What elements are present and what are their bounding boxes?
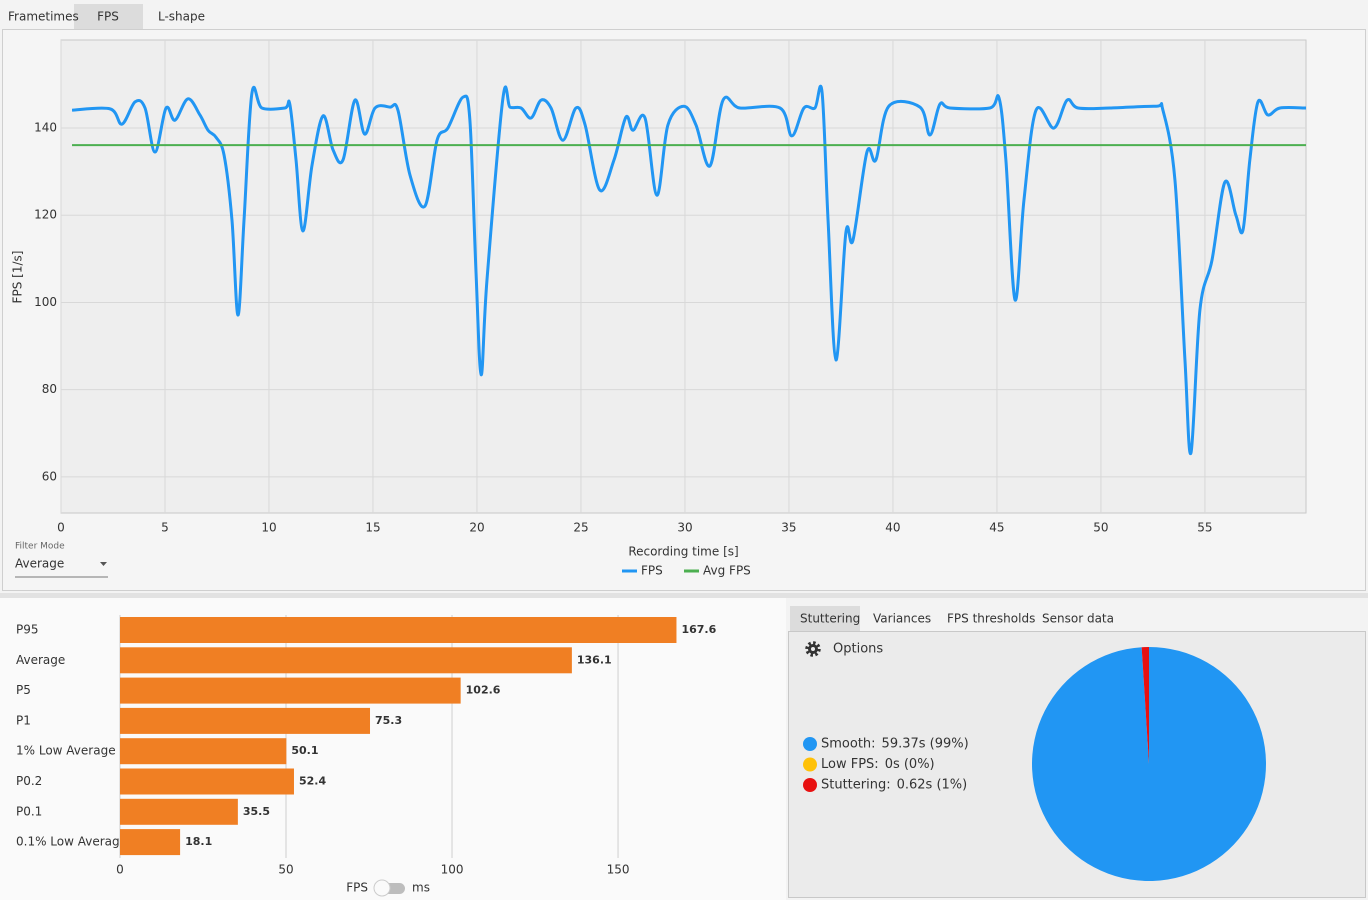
x-tick-label: 30 — [677, 521, 692, 535]
bar — [120, 768, 294, 795]
tab-selected-bg — [790, 606, 860, 631]
tab-selected-bg — [74, 4, 143, 29]
x-tick-label: 5 — [161, 521, 169, 535]
legend-label: FPS — [641, 564, 663, 578]
y-tick-label: 60 — [42, 469, 57, 483]
value-label: 136.1 — [577, 653, 612, 666]
x-tick-label: 50 — [278, 863, 293, 877]
toggle-label: FPS — [346, 881, 368, 895]
x-tick-label: 100 — [441, 863, 464, 877]
x-tick-label: 40 — [885, 521, 900, 535]
legend-label: Avg FPS — [703, 564, 751, 578]
x-tick-label: 0 — [116, 863, 124, 877]
pie-slice — [1141, 647, 1149, 764]
options-button[interactable]: Options — [833, 642, 883, 657]
legend-value: 59.37s (99%) — [882, 737, 969, 752]
value-label: 167.6 — [681, 623, 716, 636]
y-tick-label: 80 — [42, 382, 57, 396]
value-label: 18.1 — [185, 835, 212, 848]
x-tick-label: 150 — [607, 863, 630, 877]
bar — [120, 707, 371, 734]
bar — [120, 829, 181, 856]
value-label: 75.3 — [375, 714, 402, 727]
filter-label: Filter Mode — [15, 542, 65, 552]
y-axis-label: FPS [1/s] — [11, 251, 25, 304]
x-tick-label: 50 — [1093, 521, 1108, 535]
category-label: 0.1% Low Average — [16, 835, 127, 849]
bar — [120, 647, 572, 674]
x-tick-label: 55 — [1197, 521, 1212, 535]
legend-value: 0.62s (1%) — [897, 778, 968, 793]
tab[interactable]: Variances — [873, 612, 931, 626]
x-tick-label: 0 — [57, 521, 65, 535]
category-label: P5 — [16, 683, 31, 697]
plot-area — [60, 39, 1307, 514]
series-line — [71, 84, 1307, 456]
gear-teeth — [805, 641, 821, 657]
x-tick-label: 25 — [573, 521, 588, 535]
legend-value: 0s (0%) — [885, 757, 935, 772]
toggle-knob[interactable] — [373, 879, 391, 897]
legend-label: Stuttering: — [821, 778, 891, 793]
legend-swatch — [803, 757, 817, 772]
y-tick-label: 100 — [34, 295, 57, 309]
y-tick-label: 120 — [34, 208, 57, 222]
category-label: 1% Low Average — [16, 744, 116, 758]
category-label: Average — [16, 653, 65, 667]
value-label: 102.6 — [466, 684, 501, 697]
tab[interactable]: Frametimes — [8, 10, 79, 24]
bar — [120, 677, 461, 704]
x-tick-label: 15 — [365, 521, 380, 535]
legend-label: Low FPS: — [821, 757, 879, 772]
y-tick-label: 140 — [34, 121, 57, 135]
value-label: 52.4 — [299, 775, 326, 788]
tab[interactable]: Stuttering — [800, 612, 860, 626]
category-label: P0.2 — [16, 774, 42, 788]
category-label: P1 — [16, 713, 31, 727]
value-label: 50.1 — [291, 744, 318, 757]
separator — [0, 593, 1368, 598]
legend-swatch — [803, 737, 817, 751]
bar — [120, 617, 677, 643]
x-tick-label: 35 — [781, 521, 796, 535]
toggle-label: ms — [412, 881, 430, 895]
x-tick-label: 45 — [989, 521, 1004, 535]
x-tick-label: 10 — [261, 521, 276, 535]
bar — [120, 738, 287, 765]
tab[interactable]: Sensor data — [1042, 612, 1114, 626]
gear-hole — [811, 647, 815, 651]
tab[interactable]: FPS thresholds — [947, 612, 1035, 626]
tab[interactable]: FPS — [97, 10, 119, 24]
category-label: P0.1 — [16, 804, 42, 818]
x-tick-label: 20 — [469, 521, 484, 535]
filter-dropdown[interactable]: Average — [15, 557, 64, 571]
pie-slice — [1032, 647, 1267, 881]
bottom-left-panel — [0, 598, 786, 900]
legend-swatch — [803, 778, 817, 792]
x-axis-label: Recording time [s] — [628, 545, 738, 559]
legend-label: Smooth: — [821, 737, 876, 752]
value-label: 35.5 — [243, 805, 270, 818]
dropdown-arrow — [100, 562, 107, 566]
bar — [120, 798, 238, 825]
tab[interactable]: L-shape — [158, 10, 205, 24]
category-label: P95 — [16, 623, 39, 637]
